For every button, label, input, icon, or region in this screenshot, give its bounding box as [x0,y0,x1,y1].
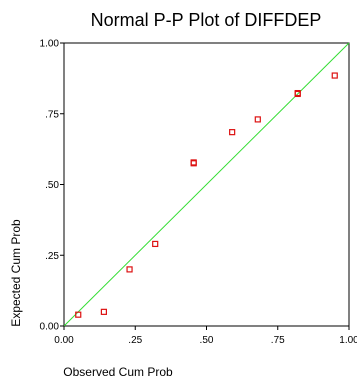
y-tick-label: .25 [45,251,59,262]
x-tick-label: .25 [128,335,142,346]
x-tick-label: .75 [271,335,285,346]
data-point-2 [100,308,108,315]
data-point-3 [126,266,133,273]
x-tick-label: 0.00 [54,335,74,346]
data-points-layer [75,72,338,318]
y-axis-label: Expected Cum Prob [9,219,23,327]
y-tick-label: .50 [45,180,59,191]
data-point-8 [254,116,261,123]
data-point-1 [75,311,82,318]
data-point-11 [331,72,338,79]
x-tick-label: 1.00 [339,335,357,346]
y-axis-ticks: 0.00 .25 .50 .75 1.00 [40,39,64,333]
data-point-10 [294,89,301,97]
reference-line-layer [63,42,350,327]
x-tick-label: .50 [200,335,214,346]
y-tick-label: .75 [45,109,59,120]
data-point-6 [190,159,197,166]
reference-diagonal-line [63,42,350,327]
data-point-7 [229,129,236,136]
y-tick-label: 0.00 [40,322,60,333]
data-point-4 [152,240,159,248]
x-axis-label: Observed Cum Prob [63,365,173,379]
y-tick-label: 1.00 [40,39,60,50]
x-axis-ticks: 0.00 .25 .50 .75 1.00 [54,326,357,346]
chart-title: Normal P-P Plot of DIFFDEP [91,10,322,30]
